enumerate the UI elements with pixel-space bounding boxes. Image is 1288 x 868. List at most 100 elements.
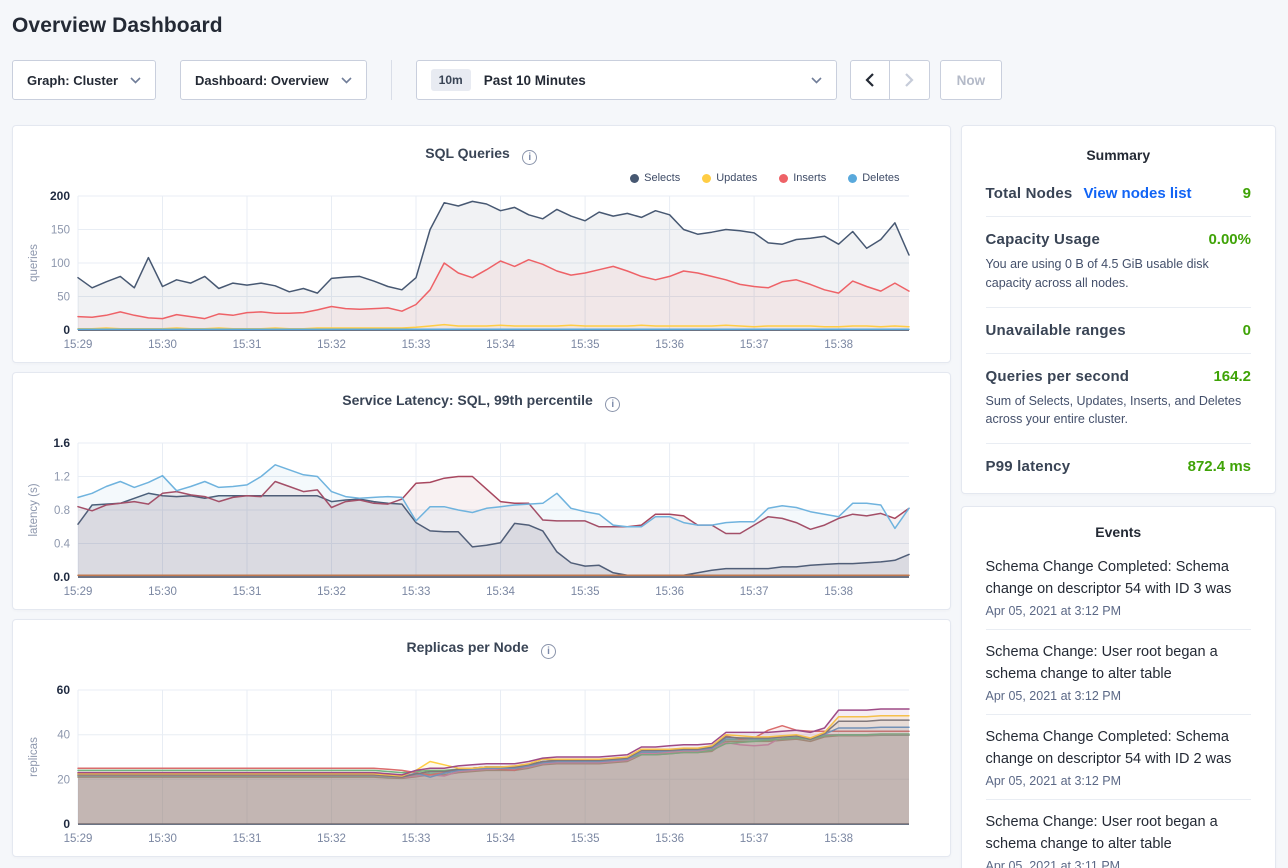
- svg-text:15:36: 15:36: [655, 586, 684, 598]
- event-item[interactable]: Schema Change: User root began a schema …: [986, 811, 1251, 868]
- time-range-label: Past 10 Minutes: [483, 72, 586, 88]
- event-timestamp: Apr 05, 2021 at 3:11 PM: [985, 858, 1121, 868]
- svg-text:0: 0: [63, 817, 70, 831]
- chart-canvas[interactable]: 15:29 15:30 15:31 15:32 15:33 15:34 15:35 15:36…: [25, 190, 947, 354]
- unavailable-ranges-row: Unavailable ranges 0: [986, 322, 1251, 339]
- view-nodes-list-link[interactable]: View nodes list: [1083, 185, 1192, 202]
- svg-text:15:38: 15:38: [824, 586, 853, 598]
- toolbar: Graph: Cluster Dashboard: Overview 10m P…: [0, 60, 1288, 100]
- time-back-button[interactable]: [849, 60, 890, 100]
- event-timestamp: Apr 05, 2021 at 3:12 PM: [985, 773, 1122, 788]
- total-nodes-label: Total Nodes: [985, 185, 1073, 202]
- svg-text:15:35: 15:35: [571, 339, 600, 351]
- event-item[interactable]: Schema Change Completed: Schema change o…: [986, 726, 1251, 788]
- svg-text:1.6: 1.6: [53, 437, 70, 450]
- capacity-usage-row: Capacity Usage 0.00%: [986, 231, 1251, 248]
- chart-title: Service Latency: SQL, 99th percentile: [342, 392, 593, 408]
- events-list: Schema Change Completed: Schema change o…: [985, 556, 1251, 868]
- svg-text:15:33: 15:33: [402, 833, 431, 845]
- svg-text:15:33: 15:33: [402, 586, 431, 598]
- divider: [985, 352, 1251, 354]
- svg-text:15:32: 15:32: [317, 586, 346, 598]
- legend-item[interactable]: Updates: [702, 172, 757, 184]
- unavailable-ranges-label: Unavailable ranges: [985, 321, 1126, 339]
- svg-text:15:36: 15:36: [655, 833, 684, 845]
- info-icon[interactable]: i: [522, 150, 538, 165]
- svg-text:15:37: 15:37: [740, 833, 769, 845]
- svg-text:15:31: 15:31: [233, 833, 262, 845]
- capacity-usage-value: 0.00%: [1208, 231, 1251, 248]
- legend-item[interactable]: Deletes: [848, 172, 900, 184]
- svg-text:100: 100: [51, 258, 70, 270]
- svg-text:15:35: 15:35: [571, 833, 600, 845]
- service-latency-chart-card: Service Latency: SQL, 99th percentile i …: [12, 372, 951, 610]
- info-icon[interactable]: i: [541, 644, 557, 659]
- dashboard-dropdown[interactable]: Dashboard: Overview: [180, 60, 367, 100]
- event-timestamp: Apr 05, 2021 at 3:12 PM: [985, 688, 1122, 703]
- info-icon[interactable]: i: [605, 397, 621, 412]
- svg-text:15:30: 15:30: [148, 339, 177, 351]
- svg-text:15:34: 15:34: [486, 586, 515, 598]
- dashboard-label: Dashboard: Overview: [195, 72, 329, 88]
- svg-text:15:34: 15:34: [486, 339, 515, 351]
- queries-per-second-value: 164.2: [1213, 367, 1251, 385]
- svg-text:replicas: replicas: [28, 737, 40, 777]
- legend-dot-icon: [630, 173, 640, 183]
- svg-text:0.0: 0.0: [53, 570, 70, 584]
- event-item[interactable]: Schema Change: User root began a schema …: [986, 641, 1251, 703]
- chevron-down-icon: [811, 76, 822, 84]
- time-range-dropdown[interactable]: 10m Past 10 Minutes: [415, 60, 837, 100]
- svg-text:0.8: 0.8: [54, 505, 70, 517]
- svg-text:15:32: 15:32: [317, 339, 346, 351]
- legend-dot-icon: [848, 173, 858, 183]
- p99-latency-row: P99 latency 872.4 ms: [986, 458, 1251, 475]
- graph-scope-dropdown[interactable]: Graph: Cluster: [12, 60, 157, 100]
- main-content: SQL Queries i Selects Updates Inserts Delet…: [0, 125, 1288, 868]
- svg-text:queries: queries: [28, 244, 40, 282]
- svg-text:15:37: 15:37: [740, 586, 769, 598]
- svg-text:15:29: 15:29: [64, 339, 93, 351]
- chart-title: SQL Queries: [425, 145, 510, 161]
- event-item[interactable]: Schema Change Completed: Schema change o…: [986, 556, 1251, 618]
- graph-scope-label: Graph: Cluster: [27, 72, 119, 88]
- svg-text:15:38: 15:38: [824, 339, 853, 351]
- svg-text:150: 150: [51, 225, 70, 237]
- chart-legend: Selects Updates Inserts Deletes: [608, 172, 900, 184]
- svg-text:15:38: 15:38: [824, 833, 853, 845]
- capacity-usage-subtext: You are using 0 B of 4.5 GiB usable disk…: [985, 257, 1209, 290]
- chart-header: Service Latency: SQL, 99th percentile i: [13, 373, 950, 412]
- svg-text:15:35: 15:35: [571, 586, 600, 598]
- legend-item[interactable]: Selects: [630, 172, 680, 184]
- event-timestamp: Apr 05, 2021 at 3:12 PM: [985, 603, 1122, 618]
- replicas-per-node-chart-card: Replicas per Node i 15:29 15:30 15:31 15:32…: [12, 619, 951, 857]
- svg-text:15:30: 15:30: [148, 833, 177, 845]
- summary-title: Summary: [1086, 147, 1151, 163]
- total-nodes-value: 9: [1242, 185, 1251, 202]
- divider: [985, 713, 1251, 715]
- events-panel: Events Schema Change Completed: Schema c…: [960, 506, 1276, 868]
- svg-text:0.4: 0.4: [54, 539, 71, 551]
- chevron-right-icon: [904, 73, 914, 87]
- summary-panel: Summary Total Nodes View nodes list 9 Ca…: [960, 125, 1276, 494]
- p99-latency-label: P99 latency: [985, 458, 1071, 475]
- svg-text:1.2: 1.2: [54, 472, 70, 484]
- divider: [985, 798, 1251, 800]
- queries-per-second-label: Queries per second: [985, 367, 1130, 385]
- event-message: Schema Change: User root began a schema …: [985, 813, 1218, 853]
- svg-text:15:29: 15:29: [64, 586, 93, 598]
- time-step-buttons: [849, 60, 930, 100]
- divider: [985, 216, 1251, 217]
- svg-text:15:32: 15:32: [317, 833, 346, 845]
- legend-item[interactable]: Inserts: [779, 172, 826, 184]
- svg-text:15:31: 15:31: [233, 586, 262, 598]
- svg-text:15:30: 15:30: [148, 586, 177, 598]
- svg-text:15:37: 15:37: [740, 339, 769, 351]
- svg-text:15:29: 15:29: [64, 833, 93, 845]
- time-forward-button: [889, 60, 930, 100]
- chart-header: Replicas per Node i: [13, 620, 950, 659]
- page-header: Overview Dashboard: [0, 0, 1288, 38]
- chart-canvas[interactable]: 15:29 15:30 15:31 15:32 15:33 15:34 15:35 15:36…: [25, 684, 947, 848]
- chart-header: SQL Queries i: [13, 126, 950, 165]
- svg-text:15:34: 15:34: [486, 833, 515, 845]
- chart-canvas[interactable]: 15:29 15:30 15:31 15:32 15:33 15:34 15:35 15:36…: [25, 437, 947, 601]
